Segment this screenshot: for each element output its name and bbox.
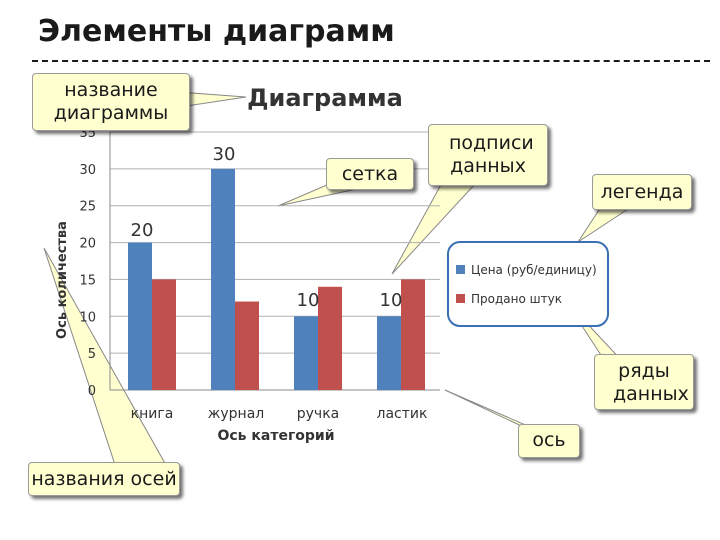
legend-swatch-price (456, 265, 465, 274)
chart-title: Диаграмма (247, 84, 403, 112)
bars (128, 168, 425, 390)
data-label: 20 (131, 220, 154, 241)
x-tick-label: ластик (377, 406, 428, 422)
x-tick-label: журнал (208, 406, 264, 422)
bar-sold-2 (318, 286, 342, 390)
legend-swatch-sold (456, 294, 465, 303)
y-tick-label: 25 (79, 200, 96, 215)
bar-price-3 (377, 316, 401, 390)
y-tick-label: 5 (88, 347, 96, 362)
callout-data-labels: подписи данных (428, 124, 548, 186)
data-label: 10 (380, 290, 403, 311)
x-tick-label: ручка (297, 406, 339, 422)
callout-legend: легенда (592, 174, 692, 210)
callout-chart-title: название диаграммы (32, 73, 190, 131)
y-axis-title: Ось количества (55, 221, 70, 339)
legend-label-sold: Продано штук (471, 292, 562, 306)
callout-gridlines: сетка (326, 158, 414, 190)
callout-series: ряды данных (594, 354, 694, 410)
bar-price-1 (211, 168, 235, 390)
data-labels: 20 30 10 10 (131, 144, 403, 311)
x-axis-title: Ось категорий (217, 428, 334, 444)
bar-sold-0 (152, 279, 176, 390)
callout-axis: ось (518, 424, 580, 458)
title-divider (32, 60, 710, 62)
data-label: 30 (213, 144, 236, 165)
y-tick-label: 10 (79, 310, 96, 325)
y-tick-label: 30 (79, 163, 96, 178)
data-label: 10 (297, 290, 320, 311)
bar-price-2 (294, 316, 318, 390)
bar-sold-1 (235, 301, 259, 390)
y-tick-label: 20 (79, 237, 96, 252)
bar-sold-3 (401, 279, 425, 390)
y-tick-label: 15 (79, 273, 96, 288)
y-tick-label: 0 (88, 384, 96, 399)
x-tick-labels: книга журнал ручка ластик (131, 406, 428, 422)
x-tick-label: книга (131, 406, 174, 422)
legend: Цена (руб/единицу) Продано штук (447, 241, 609, 327)
callout-axis-titles: названия осей (28, 462, 180, 496)
bar-price-0 (128, 242, 152, 390)
slide-title: Элементы диаграмм (38, 14, 395, 49)
legend-label-price: Цена (руб/единицу) (471, 263, 597, 277)
